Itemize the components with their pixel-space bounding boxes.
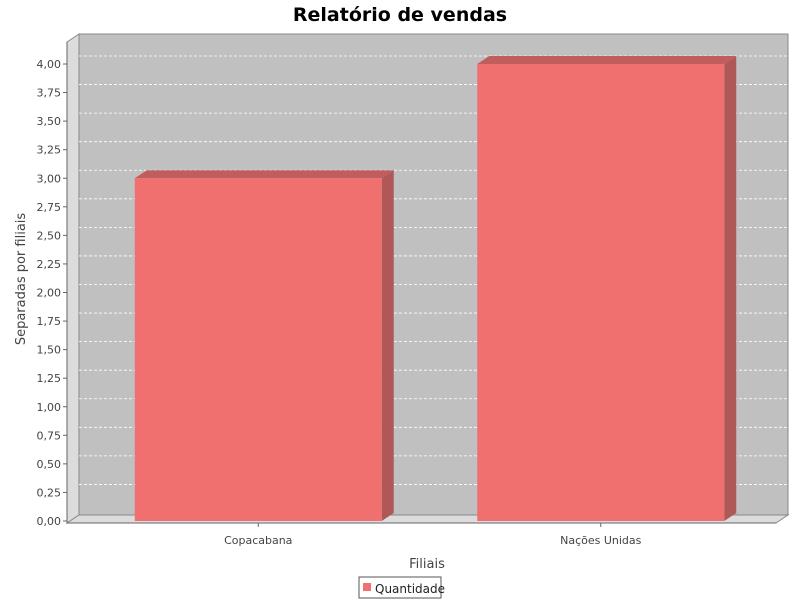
x-axis-label: Filiais xyxy=(409,557,445,572)
y-tick-label: 4,00 xyxy=(37,58,62,71)
y-tick-label: 0,25 xyxy=(37,486,62,499)
x-category-label: Nações Unidas xyxy=(560,534,642,547)
chart-title: Relatório de vendas xyxy=(293,4,507,26)
plot-left-wall xyxy=(66,33,80,524)
y-axis-label: Separadas por filiais xyxy=(14,213,29,346)
legend: Quantidade xyxy=(358,576,445,599)
y-tick-label: 3,75 xyxy=(37,87,62,100)
y-tick-label: 2,75 xyxy=(37,201,62,214)
y-tick-label: 1,75 xyxy=(37,315,62,328)
legend-label: Quantidade xyxy=(375,582,445,596)
y-tick-label: 1,25 xyxy=(37,372,62,385)
y-tick-label: 0,50 xyxy=(37,458,62,471)
bar-side-face xyxy=(381,170,394,521)
y-tick-label: 2,00 xyxy=(37,287,62,300)
bar-top-face xyxy=(477,56,737,64)
legend-swatch xyxy=(363,583,371,591)
y-tick-label: 3,50 xyxy=(37,115,62,128)
bar-1 xyxy=(477,56,737,521)
bar-side-face xyxy=(724,56,737,521)
bar-front-face xyxy=(477,64,725,521)
y-tick-label: 2,25 xyxy=(37,258,62,271)
y-axis-ticks: 0,00 0,25 0,50 0,75 1,00 1,25 1,50 1,75 2,00 2,25… xyxy=(37,58,67,528)
y-tick-label: 0,75 xyxy=(37,429,62,442)
y-tick-label: 1,50 xyxy=(37,344,62,357)
x-category-label: Copacabana xyxy=(224,534,292,547)
y-tick-label: 3,00 xyxy=(37,172,62,185)
bar-0 xyxy=(134,170,394,521)
y-tick-label: 0,00 xyxy=(37,515,62,528)
bar-front-face xyxy=(134,178,382,521)
bar-top-face xyxy=(134,170,394,179)
x-axis-categories: Copacabana Nações Unidas xyxy=(224,523,642,547)
y-tick-label: 2,50 xyxy=(37,229,62,242)
y-tick-label: 1,00 xyxy=(37,401,62,414)
legend-box xyxy=(358,576,442,599)
bars xyxy=(134,56,737,521)
y-tick-label: 3,25 xyxy=(37,144,62,157)
